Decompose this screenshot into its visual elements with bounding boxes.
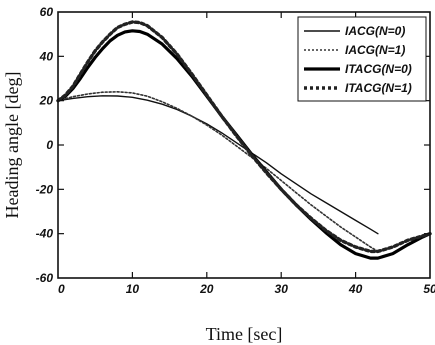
y-tick-label: 20 (39, 94, 54, 108)
series-layer (56, 20, 432, 260)
y-tick-label: 0 (46, 138, 53, 152)
legend-label-1: IACG(N=1) (345, 43, 405, 57)
ticks-layer: 0 10 20 30 40 50 60 40 20 0 -20 -40 -60 (36, 5, 435, 296)
x-tick-label: 10 (126, 282, 140, 296)
series-line-3 (56, 20, 432, 254)
x-tick-label: 30 (275, 282, 289, 296)
legend: IACG(N=0) IACG(N=1) ITACG(N=0) ITACG(N=1) (297, 16, 427, 102)
y-tick-label: 40 (39, 49, 54, 63)
legend-label-2: ITACG(N=0) (345, 62, 412, 76)
x-tick-label: 20 (199, 282, 214, 296)
x-tick-label: 0 (58, 282, 65, 296)
x-tick-label: 40 (348, 282, 363, 296)
y-tick-label: -40 (36, 227, 54, 241)
y-axis-label: Heading angle [deg] (2, 72, 22, 219)
y-tick-label: -60 (36, 271, 54, 285)
series-line-0 (57, 95, 379, 235)
y-tick-label: 60 (40, 5, 54, 19)
legend-label-3: ITACG(N=1) (345, 81, 412, 95)
series-line-1 (57, 91, 379, 253)
x-tick-label: 50 (423, 282, 435, 296)
x-axis-label: Time [sec] (206, 324, 283, 344)
legend-label-0: IACG(N=0) (345, 24, 405, 38)
y-tick-label: -20 (36, 182, 54, 196)
